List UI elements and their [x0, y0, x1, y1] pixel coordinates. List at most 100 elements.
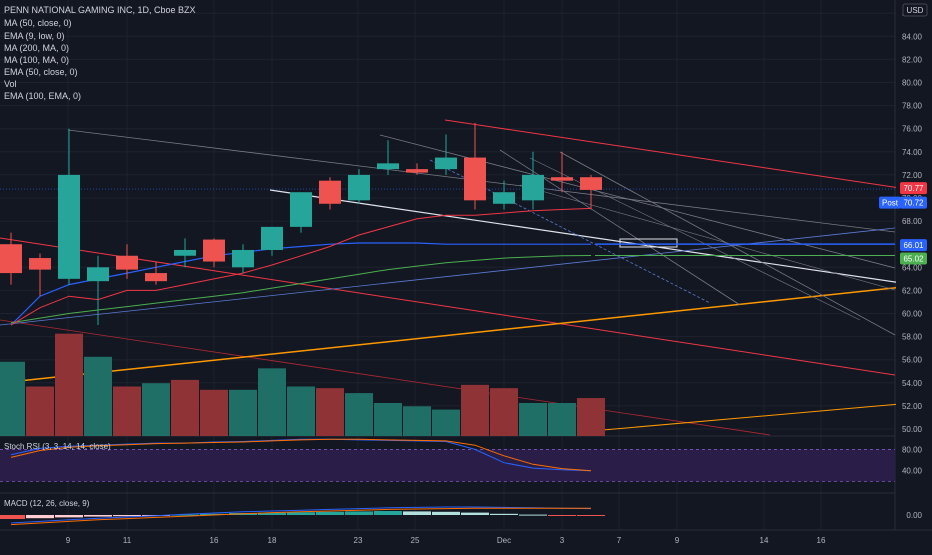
macd-histogram-bar	[403, 511, 431, 515]
macd-histogram-bar	[113, 515, 141, 517]
volume-bar	[548, 403, 576, 436]
volume-bar	[519, 403, 547, 436]
indicator-ma200[interactable]: MA (200, MA, 0)	[4, 43, 69, 53]
indicator-ma50[interactable]: MA (50, close, 0)	[4, 18, 72, 28]
volume-bar	[171, 379, 199, 436]
trendline-orange[interactable]	[0, 284, 923, 384]
legend: PENN NATIONAL GAMING INC, 1D, Cboe BZX M…	[4, 5, 196, 101]
projection-line-5[interactable]	[519, 184, 896, 291]
candle-body	[551, 177, 573, 181]
currency-badge[interactable]	[902, 3, 928, 17]
stoch-line-0	[10, 438, 592, 472]
stoch-tick-40: 40.00	[902, 467, 923, 476]
candle-body	[232, 249, 254, 268]
macd-histogram-bar	[345, 511, 373, 515]
price-tick-label: 76.00	[902, 125, 923, 134]
ema9-low-line	[10, 207, 592, 326]
time-tick-label: 16	[210, 536, 219, 545]
time-axis[interactable]: 9 11 16 18 23 25 Dec 3 7 9 14 16	[0, 529, 932, 550]
candle-body	[522, 174, 544, 201]
macd-histogram-bar	[461, 512, 489, 515]
price-tick-label: 58.00	[902, 333, 923, 342]
price-tick-label: 52.00	[902, 402, 923, 411]
price-label-bg	[900, 196, 927, 209]
price-tick-label: 74.00	[902, 148, 923, 157]
moving-averages	[0, 188, 895, 326]
volume-bars	[0, 333, 605, 436]
macd-histogram-bar	[0, 515, 25, 519]
currency-label: USD	[907, 6, 924, 15]
candle-body	[87, 267, 109, 282]
time-tick-label: 16	[817, 536, 826, 545]
price-label: 66.01	[903, 241, 924, 250]
volume-bar	[403, 406, 431, 436]
candle-body	[435, 157, 457, 170]
macd-title[interactable]: MACD (12, 26, close, 9)	[4, 499, 90, 508]
macd-histogram-bar	[171, 514, 199, 516]
volume-bar	[84, 356, 112, 436]
price-tick-label: 72.00	[902, 171, 923, 180]
candle-body	[29, 258, 51, 270]
candle-body	[290, 192, 312, 227]
stoch-line-1	[10, 438, 592, 472]
volume-bar	[345, 393, 373, 436]
price-tick-label: 68.00	[902, 217, 923, 226]
time-tick-label: 9	[66, 536, 71, 545]
candle-body	[116, 255, 138, 270]
macd-signal-line	[10, 507, 591, 526]
volume-bar	[142, 383, 170, 436]
volume-bar	[490, 388, 518, 436]
macd-histogram-bar	[519, 514, 547, 516]
volume-bar	[258, 368, 286, 436]
candle-body	[348, 174, 370, 201]
price-tick-label: 54.00	[902, 379, 923, 388]
trendline-red-bottom[interactable]	[0, 237, 896, 376]
macd-tick-0: 0.00	[906, 511, 922, 520]
indicator-vol[interactable]: Vol	[4, 79, 17, 89]
indicator-ema100[interactable]: EMA (100, EMA, 0)	[4, 91, 81, 101]
indicator-ema9[interactable]: EMA (9, low, 0)	[4, 31, 65, 41]
trendline-red-top[interactable]	[444, 119, 901, 189]
macd-pane[interactable]: MACD (12, 26, close, 9) 0.00	[0, 499, 923, 526]
price-axis[interactable]: 86.0084.0082.0080.0078.0076.0074.0072.00…	[879, 0, 932, 530]
time-tick-label: 25	[411, 536, 420, 545]
indicator-ema50[interactable]: EMA (50, close, 0)	[4, 67, 78, 77]
candle-body	[406, 169, 428, 173]
macd-histogram-bar	[548, 515, 576, 516]
price-label: 65.02	[903, 255, 924, 264]
price-tick-label: 60.00	[902, 310, 923, 319]
candle-body	[377, 163, 399, 170]
macd-histogram-bar	[84, 515, 112, 517]
macd-histogram-bar	[316, 511, 344, 515]
time-tick-label: 7	[617, 536, 622, 545]
volume-bar	[229, 389, 257, 436]
price-tick-label: 82.00	[902, 55, 923, 64]
volume-bar	[26, 386, 54, 436]
trendline-orange-volume[interactable]	[579, 403, 901, 433]
candlesticks	[0, 122, 602, 326]
price-tick-label: 84.00	[902, 32, 923, 41]
symbol-title[interactable]: PENN NATIONAL GAMING INC, 1D, Cboe BZX	[4, 5, 196, 15]
candle-body	[203, 239, 225, 262]
volume-bar	[461, 384, 489, 436]
candle-body	[58, 174, 80, 279]
time-tick-label: 3	[560, 536, 565, 545]
macd-histogram-bar	[374, 511, 402, 515]
price-tick-label: 56.00	[902, 356, 923, 365]
ma-line-green	[10, 255, 592, 324]
trendline-red-volume[interactable]	[0, 319, 771, 436]
trendline-grey-2[interactable]	[379, 134, 896, 269]
candle-body	[0, 244, 22, 274]
volume-bar	[432, 409, 460, 436]
stoch-title[interactable]: Stoch RSI (3, 3, 14, 14, close)	[4, 442, 111, 451]
macd-histogram-bar	[432, 511, 460, 515]
stoch-rsi-pane[interactable]: Stoch RSI (3, 3, 14, 14, close) 80.00 40.0…	[0, 438, 923, 482]
price-range-box[interactable]	[619, 238, 678, 248]
macd-histogram-bar	[577, 515, 605, 516]
price-label: 70.72	[903, 199, 924, 208]
price-label-bg	[879, 196, 901, 209]
indicator-ma100[interactable]: MA (100, MA, 0)	[4, 55, 69, 65]
price-label: 70.77	[903, 184, 924, 193]
trendline-white[interactable]	[269, 189, 923, 287]
